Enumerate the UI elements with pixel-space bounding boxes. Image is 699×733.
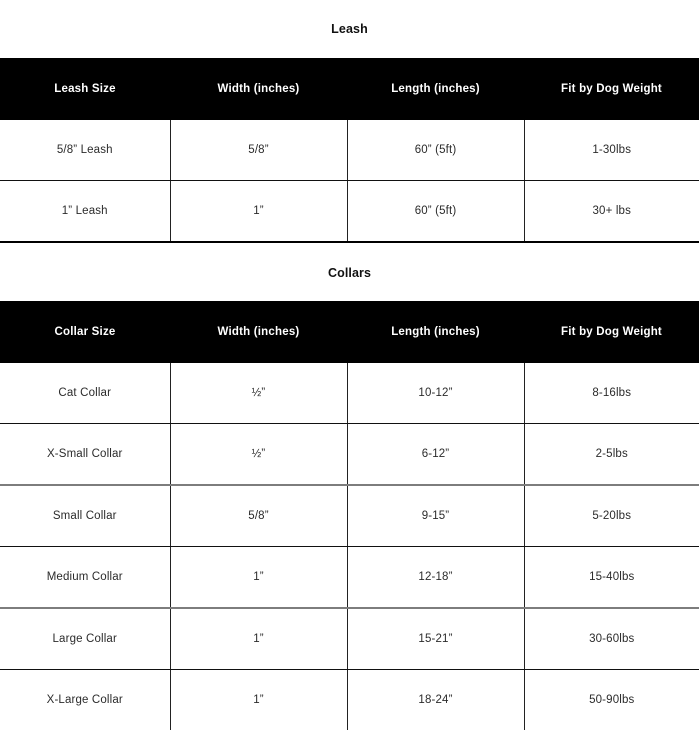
cell-weight: 30+ lbs	[524, 180, 699, 241]
cell-width: 1”	[170, 180, 348, 241]
table-row: Small Collar 5/8” 9-15” 5-20lbs	[0, 485, 699, 547]
column-header-width: Width (inches)	[170, 301, 347, 363]
cell-size: Medium Collar	[0, 546, 171, 609]
cell-weight: 15-40lbs	[524, 546, 699, 609]
collars-size-table: Collar Size Width (inches) Length (inche…	[0, 301, 699, 730]
cell-length: 10-12”	[347, 363, 525, 424]
leash-table-body: 5/8” Leash 5/8” 60” (5ft) 1-30lbs 1” Lea…	[0, 120, 699, 241]
cell-size: X-Large Collar	[0, 669, 171, 730]
table-row: Medium Collar 1” 12-18” 15-40lbs	[0, 546, 699, 609]
table-row: Large Collar 1” 15-21” 30-60lbs	[0, 608, 699, 670]
cell-width: 1”	[170, 669, 348, 730]
table-row: X-Small Collar ½” 6-12” 2-5lbs	[0, 423, 699, 486]
cell-width: 5/8”	[170, 485, 348, 547]
cell-length: 9-15”	[347, 485, 525, 547]
collars-table-body: Cat Collar ½” 10-12” 8-16lbs X-Small Col…	[0, 363, 699, 730]
leash-size-table: Leash Size Width (inches) Length (inches…	[0, 58, 699, 241]
cell-length: 18-24”	[347, 669, 525, 730]
cell-size: Large Collar	[0, 608, 171, 670]
cell-size: 5/8” Leash	[0, 120, 171, 181]
cell-weight: 30-60lbs	[524, 608, 699, 670]
table-row: Cat Collar ½” 10-12” 8-16lbs	[0, 363, 699, 424]
column-header-length: Length (inches)	[347, 301, 524, 363]
leash-table-header: Leash Size Width (inches) Length (inches…	[0, 58, 699, 120]
cell-size: Cat Collar	[0, 363, 171, 424]
cell-weight: 2-5lbs	[524, 423, 699, 486]
cell-length: 6-12”	[347, 423, 525, 486]
cell-length: 12-18”	[347, 546, 525, 609]
collars-table-header: Collar Size Width (inches) Length (inche…	[0, 301, 699, 363]
cell-weight: 1-30lbs	[524, 120, 699, 181]
cell-width: ½”	[170, 423, 348, 486]
cell-weight: 5-20lbs	[524, 485, 699, 547]
column-header-width: Width (inches)	[170, 58, 347, 120]
cell-width: 1”	[170, 608, 348, 670]
table-header-row: Leash Size Width (inches) Length (inches…	[0, 58, 699, 120]
column-header-length: Length (inches)	[347, 58, 524, 120]
cell-size: 1” Leash	[0, 180, 171, 241]
cell-width: ½”	[170, 363, 348, 424]
column-header-size: Leash Size	[0, 58, 170, 120]
column-header-weight: Fit by Dog Weight	[524, 301, 699, 363]
cell-length: 15-21”	[347, 608, 525, 670]
section-title-leash: Leash	[331, 22, 368, 36]
cell-weight: 50-90lbs	[524, 669, 699, 730]
cell-weight: 8-16lbs	[524, 363, 699, 424]
column-header-size: Collar Size	[0, 301, 170, 363]
cell-size: Small Collar	[0, 485, 171, 547]
cell-length: 60” (5ft)	[347, 180, 525, 241]
section-title-collars: Collars	[0, 241, 699, 301]
table-header-row: Collar Size Width (inches) Length (inche…	[0, 301, 699, 363]
cell-size: X-Small Collar	[0, 423, 171, 486]
cell-length: 60” (5ft)	[347, 120, 525, 181]
cell-width: 5/8”	[170, 120, 348, 181]
table-row: 5/8” Leash 5/8” 60” (5ft) 1-30lbs	[0, 120, 699, 181]
column-header-weight: Fit by Dog Weight	[524, 58, 699, 120]
table-row: X-Large Collar 1” 18-24” 50-90lbs	[0, 669, 699, 730]
cell-width: 1”	[170, 546, 348, 609]
table-row: 1” Leash 1” 60” (5ft) 30+ lbs	[0, 180, 699, 241]
